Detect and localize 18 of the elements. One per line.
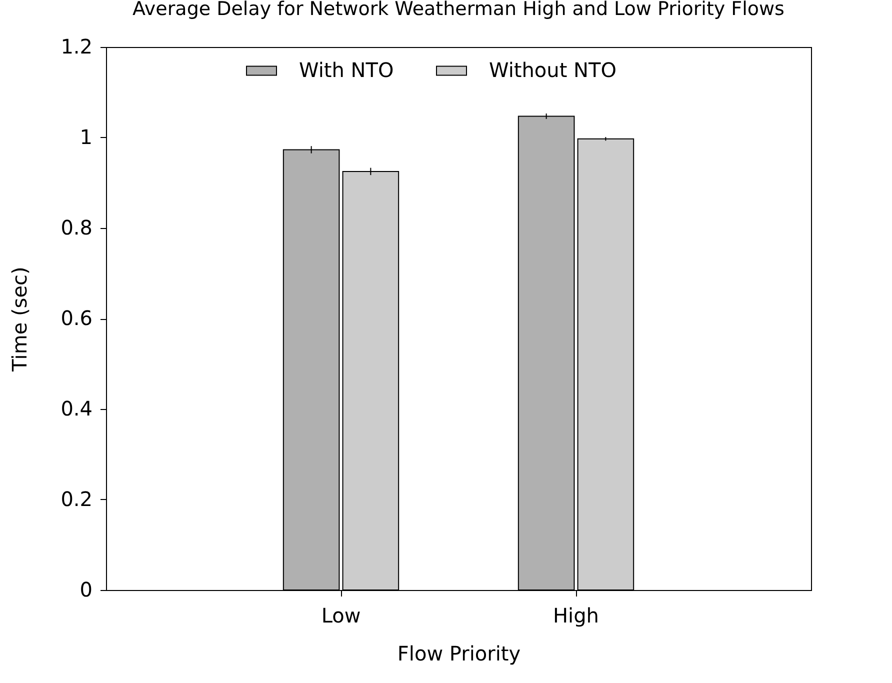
y-tick-label: 0.8: [60, 216, 92, 240]
x-tick-label: High: [553, 604, 599, 628]
y-tick-label: 0.4: [60, 396, 92, 420]
bar: [518, 116, 575, 590]
x-axis-title: Flow Priority: [397, 642, 521, 666]
chart-title: Average Delay for Network Weatherman High and Low Priority Flows: [132, 0, 784, 20]
y-tick-label: 1: [80, 125, 92, 149]
legend-label: With NTO: [299, 58, 394, 82]
bar: [282, 149, 340, 590]
y-tick-label: 0: [80, 578, 92, 602]
bar: [577, 138, 634, 590]
legend-label: Without NTO: [489, 58, 616, 82]
y-axis-title: Time (sec): [8, 266, 32, 372]
y-tick-label: 0.2: [60, 487, 92, 511]
x-tick-label: Low: [321, 604, 361, 628]
bar: [342, 170, 400, 590]
y-tick-label: 1.2: [60, 34, 92, 58]
y-tick-label: 0.6: [60, 306, 92, 330]
